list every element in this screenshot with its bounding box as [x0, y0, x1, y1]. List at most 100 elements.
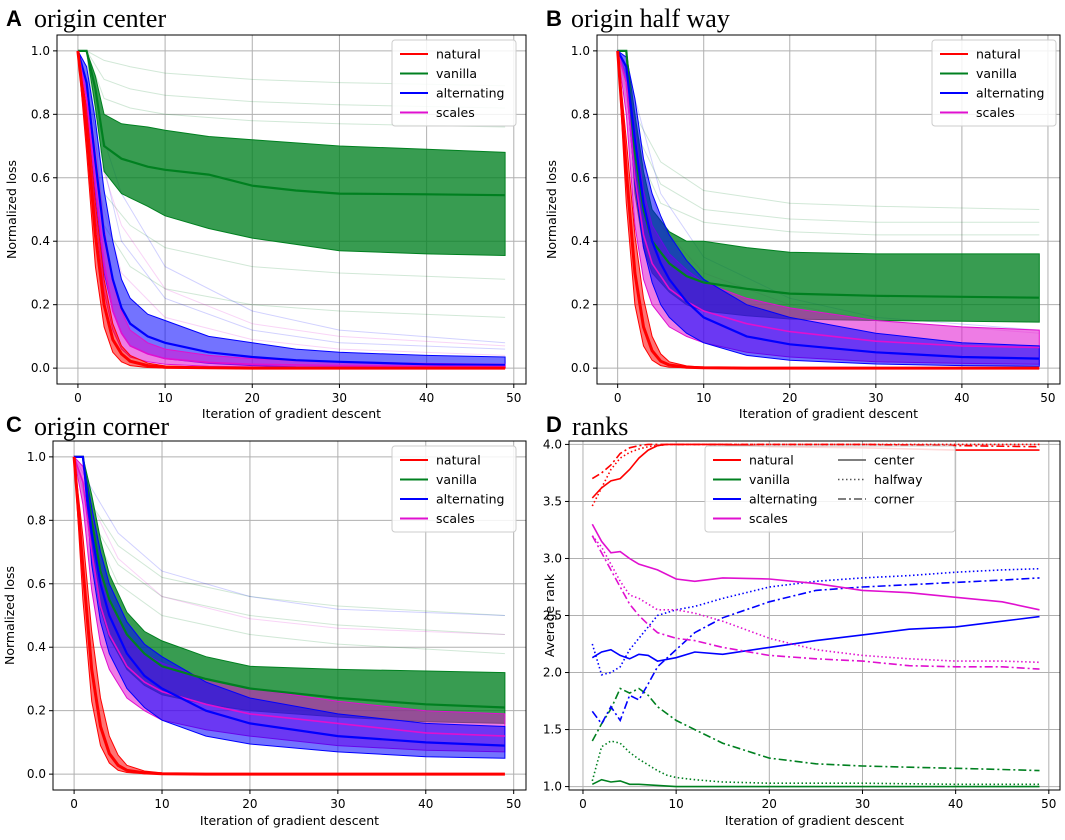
panel-letter-b: B — [546, 6, 562, 31]
y-tick-label: 3.0 — [543, 551, 562, 565]
x-tick-label: 10 — [669, 797, 684, 811]
series-line-vanilla-corner — [591, 687, 1040, 772]
y-tick-label: 0.0 — [27, 767, 46, 781]
x-tick-label: 30 — [332, 391, 347, 405]
series-line-scales-corner — [591, 535, 1040, 670]
legend-label-vanilla: vanilla — [749, 472, 790, 487]
legend-label-vanilla: vanilla — [436, 66, 477, 81]
chart-title-c: origin corner — [34, 412, 169, 441]
series-line-alternating — [76, 50, 506, 367]
series-line-natural — [76, 50, 506, 370]
legend-label-natural: natural — [976, 47, 1021, 62]
y-tick-label: 0.4 — [571, 234, 590, 248]
y-tick-label: 0.8 — [27, 513, 46, 527]
axes-frame — [52, 440, 527, 791]
series-line-scales — [73, 456, 505, 737]
legend-box — [391, 445, 517, 533]
y-tick-label: 2.5 — [543, 609, 562, 623]
background-trace-alternating-3 — [73, 456, 505, 616]
y-tick-label: 0.6 — [27, 577, 46, 591]
y-tick-label: 4.0 — [543, 437, 562, 451]
background-trace-vanilla-0 — [77, 50, 506, 87]
x-tick-label: 50 — [506, 391, 521, 405]
series-line-scales — [77, 50, 506, 368]
x-tick-label: 20 — [762, 797, 777, 811]
x-tick-label: 50 — [1041, 797, 1056, 811]
y-tick-label: 0.2 — [27, 704, 46, 718]
axes-frame — [56, 34, 527, 385]
legend-label-scales: scales — [436, 511, 475, 526]
panel-letter-c: C — [6, 412, 22, 437]
background-trace-alternating-5 — [77, 50, 506, 344]
legend: natural vanilla alternating scales center hal… — [704, 445, 956, 533]
y-tick-label: 1.0 — [571, 44, 590, 58]
y-tick-label: 0.0 — [571, 361, 590, 375]
x-tick-label: 0 — [70, 797, 78, 811]
series-line-alternating — [74, 455, 505, 747]
band-natural — [73, 456, 505, 775]
background-trace-vanilla-1 — [77, 50, 506, 109]
y-tick-label: 0.2 — [31, 298, 50, 312]
legend-label-alternating: alternating — [436, 492, 504, 507]
x-tick-label: 20 — [245, 391, 260, 405]
x-tick-label: 10 — [154, 797, 169, 811]
axes-frame — [596, 34, 1061, 385]
y-axis-label: Normalized loss — [2, 566, 17, 665]
y-tick-label: 0.8 — [571, 107, 590, 121]
chart-title-b: origin half way — [571, 4, 730, 33]
x-tick-label: 10 — [696, 391, 711, 405]
series-line-natural-corner — [591, 443, 1040, 480]
legend-label-alternating: alternating — [976, 86, 1044, 101]
y-tick-label: 0.8 — [31, 107, 50, 121]
y-tick-label: 0.4 — [31, 234, 50, 248]
legend: natural vanilla alternating scales — [931, 39, 1057, 127]
y-tick-label: 0.2 — [571, 298, 590, 312]
legend-label-scales: scales — [749, 511, 788, 526]
legend: natural vanilla alternating scales — [391, 445, 517, 533]
legend-label-natural: natural — [749, 453, 794, 468]
series-line-vanilla — [74, 455, 505, 709]
x-tick-label: 0 — [579, 797, 587, 811]
legend-label-natural: natural — [436, 453, 481, 468]
series-line-alternating — [616, 50, 1040, 360]
series-line-alternating-halfway — [591, 567, 1040, 676]
x-tick-label: 20 — [242, 797, 257, 811]
series-line-alternating-center — [591, 615, 1040, 662]
legend-style-label-corner: corner — [874, 492, 915, 507]
y-tick-label: 1.0 — [543, 780, 562, 794]
legend-label-vanilla: vanilla — [436, 472, 477, 487]
x-tick-label: 50 — [1040, 391, 1055, 405]
legend-label-vanilla: vanilla — [976, 66, 1017, 81]
x-axis-label: Iteration of gradient descent — [725, 813, 904, 828]
x-tick-label: 40 — [954, 391, 969, 405]
x-tick-label: 50 — [506, 797, 521, 811]
series-line-vanilla — [77, 49, 506, 197]
legend: natural vanilla alternating scales — [391, 39, 517, 127]
legend-style-label-center: center — [874, 453, 915, 468]
background-trace-vanilla-3 — [77, 50, 506, 280]
y-tick-label: 2.0 — [543, 666, 562, 680]
y-tick-label: 0.6 — [571, 171, 590, 185]
chart-title-a: origin center — [34, 4, 166, 33]
x-tick-label: 40 — [418, 797, 433, 811]
x-axis-label: Iteration of gradient descent — [202, 406, 381, 421]
series-line-natural — [72, 456, 505, 776]
x-axis-label: Iteration of gradient descent — [200, 813, 379, 828]
legend-box — [391, 39, 517, 127]
series-line-vanilla-halfway — [591, 740, 1040, 786]
x-tick-label: 0 — [614, 391, 622, 405]
legend-label-scales: scales — [436, 105, 475, 120]
series-line-scales-center — [591, 523, 1040, 611]
y-axis-label: Average rank — [542, 573, 557, 657]
x-axis-label: Iteration of gradient descent — [739, 406, 918, 421]
legend-label-scales: scales — [976, 105, 1015, 120]
band-alternating — [616, 49, 1040, 367]
y-tick-label: 1.5 — [543, 723, 562, 737]
panel-letter-a: A — [6, 6, 22, 31]
y-tick-label: 3.5 — [543, 494, 562, 508]
x-tick-label: 10 — [157, 391, 172, 405]
